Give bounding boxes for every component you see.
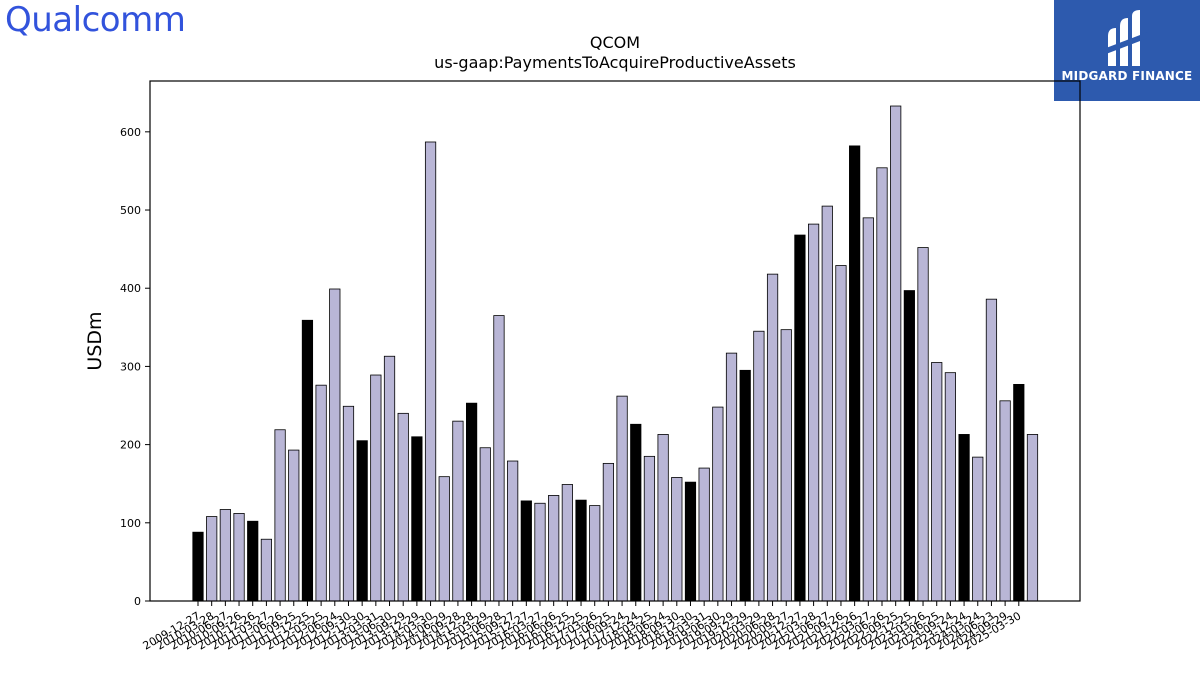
bar-2015-12-27 <box>520 500 532 602</box>
bar-2016-12-25 <box>575 499 587 602</box>
bar-2017-06-25 <box>602 462 615 602</box>
chart-subtitle: us-gaap:PaymentsToAcquireProductiveAsset… <box>434 53 796 72</box>
bar-2020-03-29 <box>753 330 765 602</box>
bar-2023-12-24 <box>958 434 970 602</box>
bar-2016-09-25 <box>561 484 573 602</box>
bar-2014-03-30 <box>424 141 437 602</box>
y-axis-label: USDm <box>84 311 106 370</box>
y-tick-label-400: 400 <box>120 282 141 295</box>
bar-2010-12-26 <box>247 520 259 602</box>
chart-title: QCOM <box>589 33 641 52</box>
bar-2020-09-27 <box>780 329 792 602</box>
bar-2013-03-31 <box>370 374 382 602</box>
bar-2019-12-29 <box>739 369 751 602</box>
bar-2012-03-25 <box>315 384 327 602</box>
bar-2024-06-23 <box>985 298 998 602</box>
bar-2022-03-27 <box>862 217 874 602</box>
bar-2020-06-28 <box>766 273 779 602</box>
bar-2013-12-29 <box>411 436 423 602</box>
bar-2016-06-26 <box>548 495 560 602</box>
y-tick-label-500: 500 <box>120 204 141 217</box>
y-tick-label-0: 0 <box>134 595 141 608</box>
bar-2021-06-27 <box>821 205 833 602</box>
bar-2018-03-25 <box>643 455 656 602</box>
bar-2012-06-24 <box>329 288 341 602</box>
bar-2011-03-27 <box>260 538 273 602</box>
bar-2025-03-30 <box>1013 383 1025 602</box>
bar-2010-06-27 <box>219 509 231 602</box>
plot-frame <box>149 80 1081 602</box>
midgard-emblem-icon <box>1106 10 1148 66</box>
bar-2014-06-29 <box>438 476 450 602</box>
bar-2016-03-27 <box>534 502 546 602</box>
bar-2021-09-26 <box>835 265 847 602</box>
y-tick-label-300: 300 <box>120 360 141 373</box>
bar-2017-09-24 <box>616 395 628 602</box>
midgard-finance-logo: MIDGARD FINANCE <box>1054 0 1200 101</box>
bar-2022-12-25 <box>903 290 915 602</box>
bar-2009-12-27 <box>192 531 204 602</box>
bar-2013-06-30 <box>383 355 396 602</box>
bar-2015-09-27 <box>507 460 519 602</box>
bar-2014-12-28 <box>465 402 478 602</box>
bar-2019-09-29 <box>725 352 738 602</box>
bar-2010-03-28 <box>206 516 218 602</box>
bar-2021-12-26 <box>849 145 861 602</box>
bar-2011-12-25 <box>301 319 314 602</box>
bar-2023-06-25 <box>931 362 943 602</box>
bar-2017-03-26 <box>589 505 601 602</box>
bar-2020-12-27 <box>794 234 806 602</box>
bar-2022-06-26 <box>876 167 888 602</box>
bar-2010-09-26 <box>233 513 245 602</box>
bar-2024-03-24 <box>972 456 984 602</box>
bar-2012-09-30 <box>342 405 355 602</box>
bar-2018-12-30 <box>684 481 697 602</box>
bar-2015-03-29 <box>479 447 491 602</box>
y-tick-label-600: 600 <box>120 126 141 139</box>
y-tick-label-200: 200 <box>120 439 141 452</box>
bar-undefined <box>1026 434 1039 602</box>
bar-2013-09-29 <box>397 412 409 602</box>
bar-2021-03-28 <box>808 223 820 602</box>
bar-2015-06-28 <box>493 315 505 602</box>
bar-2023-03-26 <box>917 247 929 602</box>
bar-2011-09-25 <box>288 449 300 602</box>
bar-2022-09-25 <box>890 105 902 602</box>
bar-2024-09-29 <box>999 400 1011 602</box>
bar-2014-09-28 <box>452 420 464 602</box>
bar-2018-09-30 <box>671 477 683 602</box>
midgard-finance-wordmark: MIDGARD FINANCE <box>1061 69 1193 83</box>
bar-2011-06-26 <box>274 429 286 602</box>
bar-2019-06-30 <box>712 406 724 602</box>
bar-2012-12-30 <box>356 440 368 602</box>
bar-2019-03-31 <box>698 467 710 602</box>
bar-2018-06-24 <box>657 434 669 602</box>
y-tick-label-100: 100 <box>120 517 141 530</box>
bar-2023-09-24 <box>944 372 957 602</box>
qualcomm-logo: Qualcomm <box>5 0 186 40</box>
bar-2017-12-24 <box>630 423 642 602</box>
